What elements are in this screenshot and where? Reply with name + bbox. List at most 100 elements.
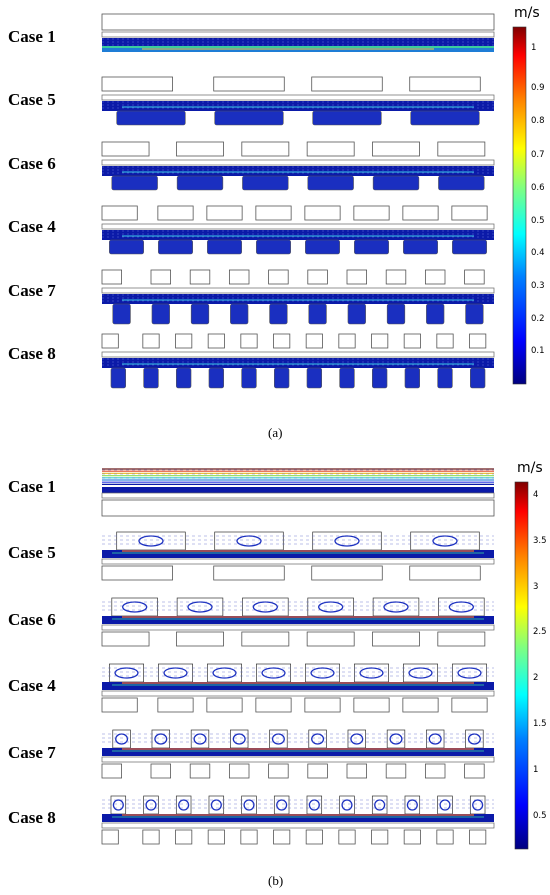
fin-block <box>240 333 258 349</box>
separator-plate <box>101 159 495 166</box>
fin-block <box>305 333 323 349</box>
fin-block <box>353 697 390 713</box>
fin-block <box>464 269 485 285</box>
fin-block <box>268 269 289 285</box>
cavity-vortex <box>158 239 193 255</box>
fin-block <box>255 697 292 713</box>
vortex <box>310 667 335 679</box>
cavity-vortex <box>241 367 257 389</box>
fin-block <box>311 76 383 92</box>
fin-block <box>175 829 193 845</box>
colorbar-b-tick: 2 <box>533 673 539 683</box>
colorbar-a-tick: 0.3 <box>531 281 545 291</box>
vortex <box>232 733 246 745</box>
cavity-vortex <box>242 175 289 191</box>
fin-block <box>176 631 224 647</box>
separator-plate <box>101 822 495 829</box>
case-label-a-3: Case 6 <box>8 154 56 173</box>
cavity-vortex <box>372 367 388 389</box>
vortex <box>276 799 288 811</box>
fin-block <box>207 333 225 349</box>
fin-block <box>469 333 487 349</box>
cavity-vortex <box>269 303 288 325</box>
cavity-vortex <box>426 303 445 325</box>
fin-block <box>101 76 173 92</box>
cavity-vortex <box>230 303 249 325</box>
colorbar-b-tick: 1 <box>533 765 539 775</box>
fin-block <box>273 829 291 845</box>
case-label-b-1: Case 1 <box>8 477 56 496</box>
colorbar-b <box>514 481 529 850</box>
fin-block <box>207 829 225 845</box>
fin-block <box>346 763 368 779</box>
colorbar-a-tick: 1 <box>531 43 537 53</box>
cavity-vortex <box>256 239 291 255</box>
fin-block <box>241 141 290 157</box>
case-label-b-4: Case 4 <box>8 676 56 695</box>
fin-block <box>142 333 160 349</box>
fin-block <box>385 763 407 779</box>
fin-block <box>371 333 389 349</box>
cavity-vortex <box>305 239 340 255</box>
fin-block <box>338 829 356 845</box>
fin-block <box>402 205 439 221</box>
colorbar-a-tick: 0.4 <box>531 248 545 258</box>
cavity-vortex <box>116 110 186 126</box>
case-label-a-5: Case 7 <box>8 281 56 300</box>
colorbar-a-tick: 0.1 <box>531 346 545 356</box>
vortex <box>448 601 474 613</box>
cavity-vortex <box>403 239 438 255</box>
fin-block <box>176 141 224 157</box>
fin-block <box>101 631 150 647</box>
flow-core <box>102 101 494 111</box>
cavity-vortex <box>386 303 406 325</box>
colorbar-a-tick: 0.9 <box>531 83 545 93</box>
fin-block <box>255 205 292 221</box>
case-label-a-6: Case 8 <box>8 344 56 363</box>
flow-core <box>102 748 494 756</box>
case-label-a-1: Case 1 <box>8 27 56 46</box>
case-label-b-2: Case 5 <box>8 543 56 562</box>
separator-plate <box>101 624 495 631</box>
separator-plate <box>101 94 495 101</box>
colorbar-a-unit: m/s <box>514 5 540 21</box>
fin-block <box>101 333 119 349</box>
cavity-vortex <box>306 367 322 389</box>
fin-block <box>385 269 407 285</box>
fin-block <box>273 333 291 349</box>
vortex <box>406 799 418 811</box>
fin-block <box>101 763 123 779</box>
fin-block <box>437 141 486 157</box>
fin-block <box>307 763 328 779</box>
fin-block <box>101 269 123 285</box>
cavity-vortex <box>207 239 242 255</box>
fin-block <box>371 829 389 845</box>
fin-block <box>424 763 446 779</box>
separator-plate <box>101 558 495 565</box>
cavity-vortex <box>308 303 327 325</box>
panel-b-diagrams <box>101 468 495 845</box>
case-label-b-5: Case 7 <box>8 743 56 762</box>
panel-a-caption: (a) <box>268 425 283 440</box>
flow-core <box>102 550 494 558</box>
separator-plate <box>101 287 495 294</box>
cavity-vortex <box>470 367 486 389</box>
colorbar-a-tick: 0.6 <box>531 183 545 193</box>
fin-block <box>437 631 486 647</box>
fin-block <box>228 763 250 779</box>
cavity-vortex <box>354 239 389 255</box>
fin-block <box>307 269 328 285</box>
fin-block <box>311 565 383 581</box>
vortex <box>334 535 360 547</box>
flow-core <box>102 616 494 624</box>
fin-block <box>403 333 421 349</box>
fin-block <box>372 631 420 647</box>
vortex <box>428 733 442 745</box>
colorbar-b-tick: 0.5 <box>533 811 547 821</box>
fin-block <box>228 269 250 285</box>
fin-block <box>268 763 289 779</box>
fin-block <box>101 141 150 157</box>
cavity-vortex <box>307 175 354 191</box>
vortex <box>359 667 384 679</box>
